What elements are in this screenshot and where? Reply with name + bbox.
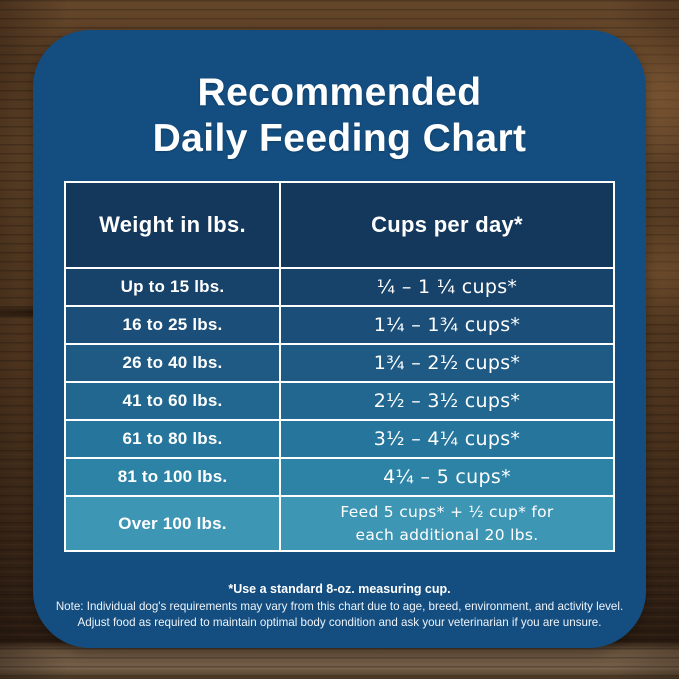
measuring-cup-footnote: *Use a standard 8-oz. measuring cup. [228, 582, 451, 596]
page-title: Recommended Daily Feeding Chart [33, 70, 646, 162]
table-row: 26 to 40 lbs. 1¾ – 2½ cups* [64, 343, 615, 383]
cups-cell: Feed 5 cups* + ½ cup* for each additiona… [279, 495, 615, 552]
cups-cell: 3½ – 4¼ cups* [279, 419, 615, 459]
weight-cell: Up to 15 lbs. [64, 267, 281, 307]
weight-cell: 41 to 60 lbs. [64, 381, 281, 421]
col-header-cups: Cups per day* [279, 181, 615, 269]
feeding-table: Weight in lbs. Cups per day* Up to 15 lb… [64, 181, 615, 552]
title-line-2: Daily Feeding Chart [152, 117, 527, 160]
weight-cell: 26 to 40 lbs. [64, 343, 281, 383]
cups-cell-line-2: each additional 20 lbs. [355, 525, 539, 544]
weight-cell: Over 100 lbs. [64, 495, 281, 552]
weight-cell: 61 to 80 lbs. [64, 419, 281, 459]
weight-cell: 16 to 25 lbs. [64, 305, 281, 345]
table-row: 16 to 25 lbs. 1¼ – 1¾ cups* [64, 305, 615, 345]
note-line-2: Adjust food as required to maintain opti… [77, 615, 602, 629]
table-row: 81 to 100 lbs. 4¼ – 5 cups* [64, 457, 615, 497]
col-header-weight: Weight in lbs. [64, 181, 281, 269]
cups-cell: 4¼ – 5 cups* [279, 457, 615, 497]
table-row: Over 100 lbs. Feed 5 cups* + ½ cup* for … [64, 495, 615, 552]
cups-cell: ¼ – 1 ¼ cups* [279, 267, 615, 307]
note-line-1: Note: Individual dog's requirements may … [55, 600, 624, 613]
table-row: 61 to 80 lbs. 3½ – 4¼ cups* [64, 419, 615, 459]
cups-cell: 1¼ – 1¾ cups* [279, 305, 615, 345]
cups-cell-line-1: Feed 5 cups* + ½ cup* for [340, 503, 554, 522]
cups-cell: 1¾ – 2½ cups* [279, 343, 615, 383]
footnotes: *Use a standard 8-oz. measuring cup. Not… [33, 582, 646, 630]
weight-cell: 81 to 100 lbs. [64, 457, 281, 497]
cups-cell: 2½ – 3½ cups* [279, 381, 615, 421]
feeding-chart-card: Recommended Daily Feeding Chart Weight i… [33, 30, 646, 648]
table-row: 41 to 60 lbs. 2½ – 3½ cups* [64, 381, 615, 421]
table-row: Up to 15 lbs. ¼ – 1 ¼ cups* [64, 267, 615, 307]
title-line-1: Recommended [197, 71, 482, 114]
table-header-row: Weight in lbs. Cups per day* [64, 181, 615, 269]
